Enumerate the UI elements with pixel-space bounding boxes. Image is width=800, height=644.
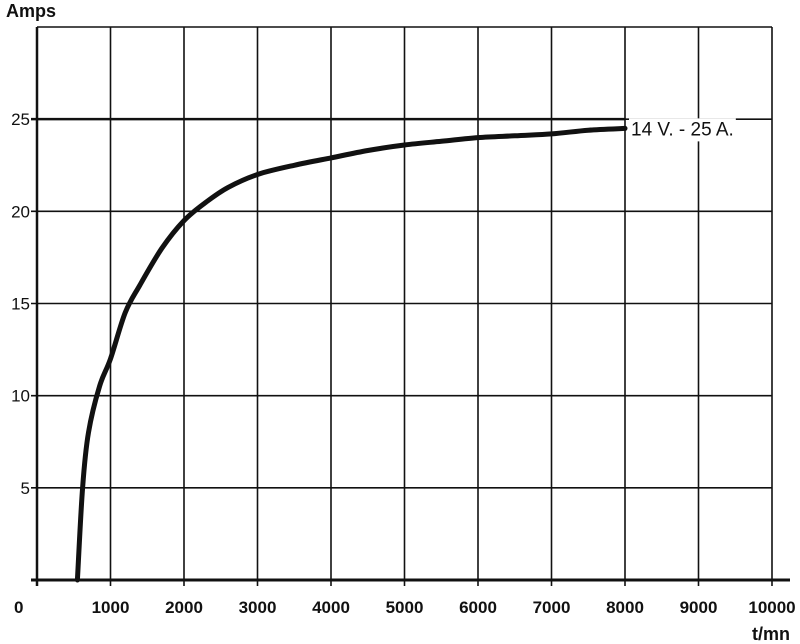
y-tick-label-20: 20 [11, 202, 30, 221]
x-tick-label-5000: 5000 [386, 598, 424, 617]
x-axis-title: t/mn [752, 624, 790, 644]
vertical-gridlines [109, 27, 773, 586]
annotation-label: 14 V. - 25 A. [631, 119, 734, 140]
y-tick-label-5: 5 [21, 479, 30, 498]
x-tick-label-4000: 4000 [312, 598, 350, 617]
x-tick-label-9000: 9000 [680, 598, 718, 617]
y-tick-labels: 5 10 15 20 25 [11, 110, 30, 498]
x-tick-label-1000: 1000 [92, 598, 130, 617]
x-tick-label-7000: 7000 [533, 598, 571, 617]
annotation-background [629, 118, 736, 142]
horizontal-gridlines [31, 26, 772, 489]
origin-label: 0 [14, 598, 23, 617]
x-tick-label-2000: 2000 [165, 598, 203, 617]
y-axis-title: Amps [6, 1, 56, 21]
x-tick-label-8000: 8000 [606, 598, 644, 617]
x-tick-label-3000: 3000 [239, 598, 277, 617]
y-tick-label-10: 10 [11, 387, 30, 406]
x-tick-labels: 1000 2000 3000 4000 5000 6000 7000 8000 9000 1000… [92, 598, 796, 617]
y-tick-label-15: 15 [11, 295, 30, 314]
series-line-amps [74, 125, 628, 583]
y-tick-label-25: 25 [11, 110, 30, 129]
x-tick-label-10000: 10000 [748, 598, 795, 617]
x-tick-label-6000: 6000 [459, 598, 497, 617]
